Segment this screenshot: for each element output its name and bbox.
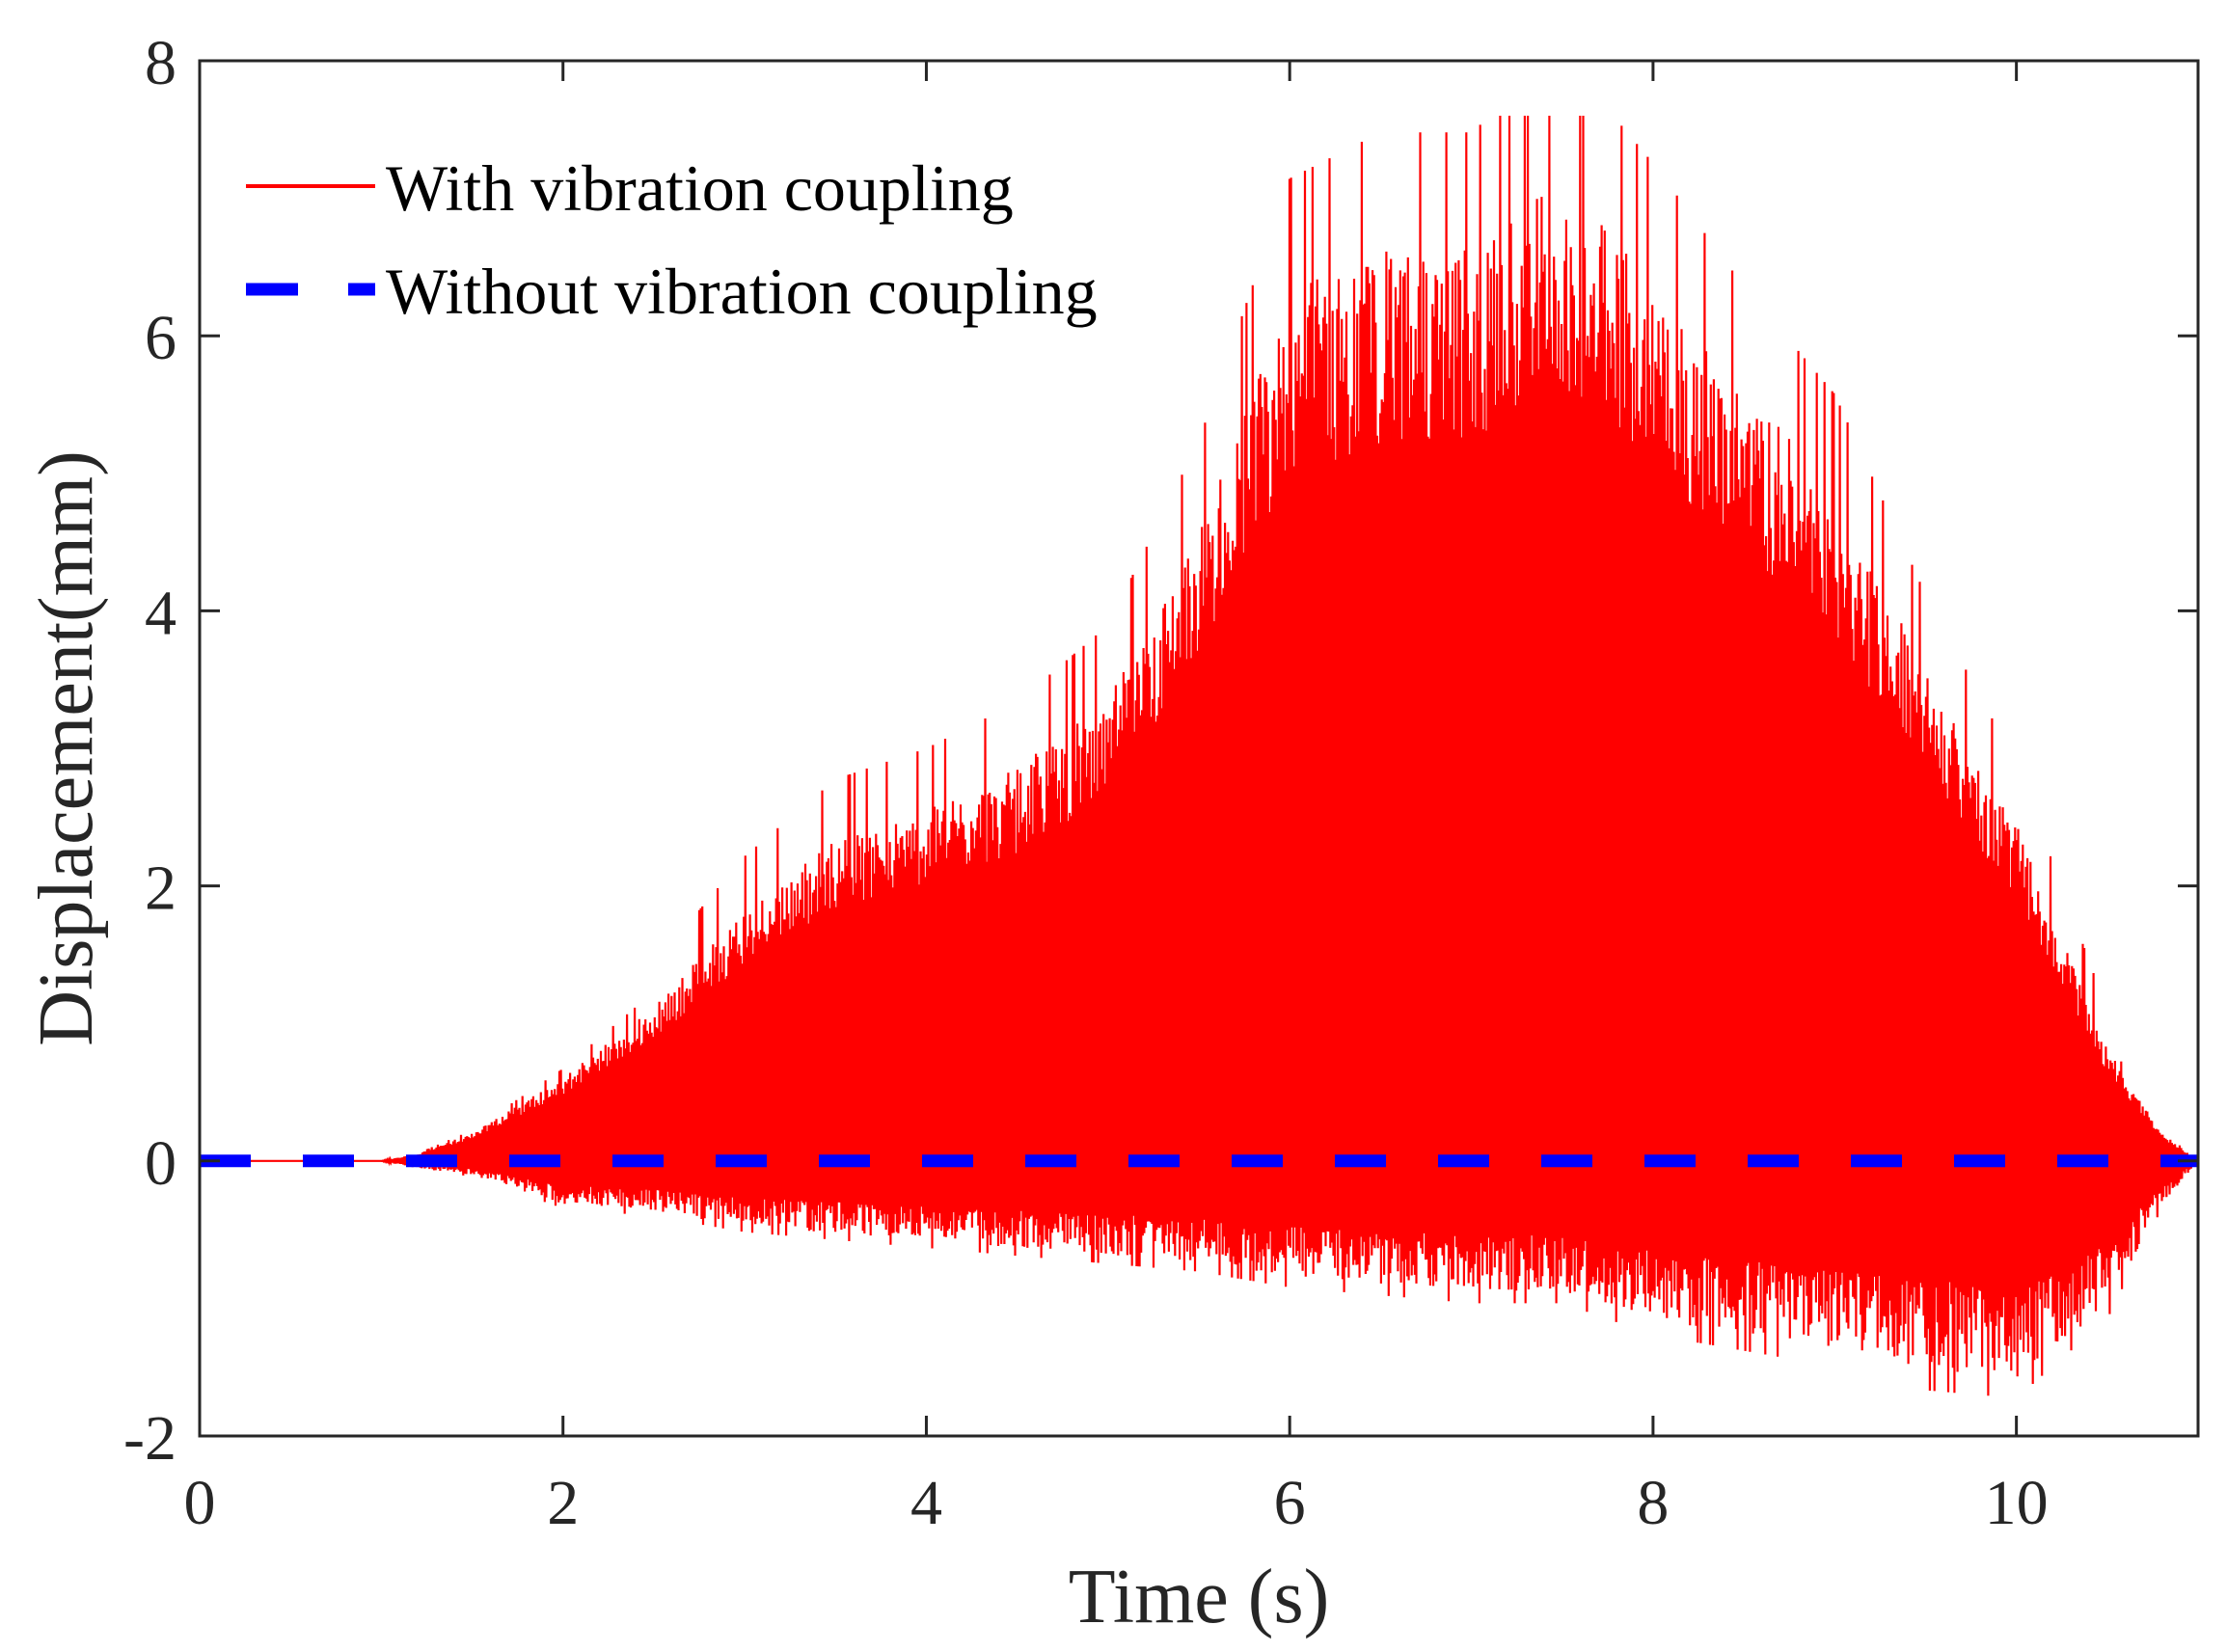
x-tick-label: 4 [910,1468,942,1538]
y-tick-label: 2 [145,853,177,924]
y-axis-label: Displacement(mm) [24,450,109,1046]
x-tick-label: 6 [1274,1468,1306,1538]
y-tick-label: 6 [145,303,177,373]
y-tick-label: 4 [145,578,177,648]
y-tick-label: 8 [145,28,177,98]
x-tick-label: 0 [184,1468,216,1538]
legend-label-without-coupling: Without vibration coupling [386,255,1098,328]
y-tick-label: 0 [145,1128,177,1199]
legend: With vibration coupling Without vibratio… [246,151,1098,328]
x-tick-label: 8 [1637,1468,1669,1538]
axes-box [198,59,2200,1438]
y-tick-label: -2 [123,1403,177,1474]
x-axis-label: Time (s) [1069,1555,1329,1639]
x-tick-label: 10 [1985,1468,2049,1538]
x-tick-label: 2 [547,1468,579,1538]
legend-label-with-coupling: With vibration coupling [386,151,1014,225]
